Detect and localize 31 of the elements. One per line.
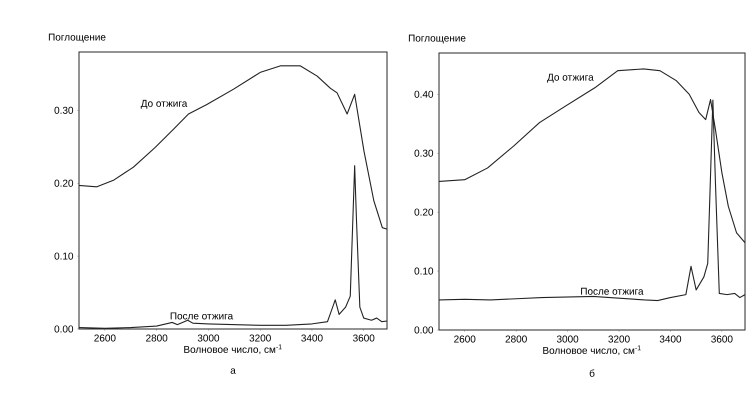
x-tick-label: 2800 — [506, 336, 527, 343]
x-tick-label: 2800 — [146, 334, 168, 342]
x-tick-label: 3600 — [711, 336, 733, 343]
x-tick-label: 3000 — [198, 334, 220, 342]
x-tick-label: 3000 — [556, 336, 578, 343]
series-label: После отжига — [581, 288, 644, 295]
y-tick-label: 0.20 — [414, 208, 434, 216]
y-tick-label: 0.30 — [414, 150, 434, 157]
y-tick-label: 0.40 — [414, 90, 434, 98]
text: б — [590, 369, 594, 377]
x-tick-label: 2600 — [454, 336, 476, 343]
y-axis-title: Поглощение — [408, 34, 466, 44]
series-label: После отжига — [170, 312, 234, 320]
x-tick-label: 3400 — [301, 334, 323, 342]
y-tick-label: 0.00 — [54, 325, 74, 333]
x-tick-label: 3400 — [660, 336, 682, 343]
text: а — [230, 368, 236, 374]
series-label: До отжига — [140, 100, 188, 109]
x-axis-title: Волновое число, см$^{-1}$ — [543, 345, 641, 356]
y-axis-title: Поглощение — [48, 34, 106, 42]
x-tick-label: 3200 — [608, 336, 630, 343]
y-tick-label: 0.10 — [414, 268, 434, 275]
x-tick-label: 3600 — [353, 334, 374, 342]
x-tick-label: 3200 — [249, 334, 271, 342]
x-tick-label: 2600 — [94, 334, 116, 342]
series-label: До отжига — [547, 74, 594, 83]
y-tick-label: 0.00 — [414, 326, 434, 334]
x-axis-title: Волновое число, см$^{-1}$ — [184, 344, 282, 354]
y-tick-label: 0.20 — [54, 180, 74, 187]
y-tick-label: 0.10 — [54, 252, 74, 260]
y-tick-label: 0.30 — [54, 106, 74, 114]
